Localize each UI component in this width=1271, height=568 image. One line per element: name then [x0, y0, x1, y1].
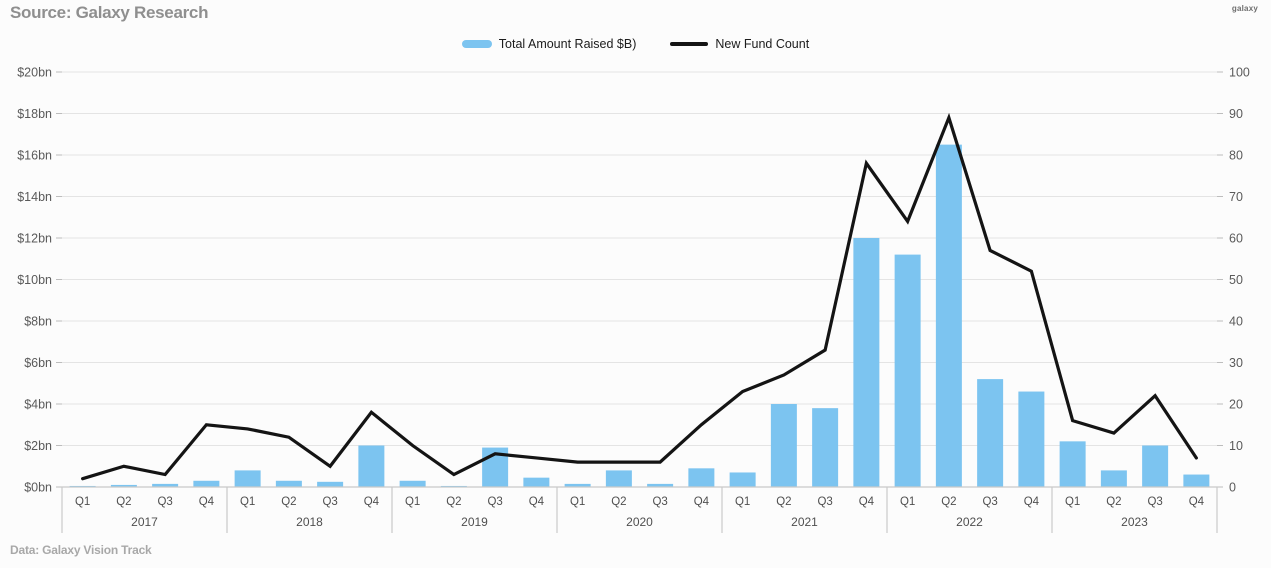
- left-axis-tick-label: $0bn: [24, 481, 52, 495]
- quarter-label: Q2: [1106, 496, 1121, 508]
- quarter-label: Q3: [652, 496, 667, 508]
- right-axis-tick-label: 70: [1229, 190, 1243, 204]
- quarter-label: Q2: [116, 496, 131, 508]
- quarter-label: Q1: [1065, 496, 1080, 508]
- left-axis-tick-label: $2bn: [24, 439, 52, 453]
- bar-2022-q3: [977, 379, 1004, 487]
- quarter-label: Q3: [157, 496, 172, 508]
- quarter-label: Q4: [1024, 496, 1040, 508]
- quarter-label: Q4: [859, 496, 875, 508]
- quarter-label: Q2: [776, 496, 791, 508]
- bar-2018-q2: [275, 480, 302, 487]
- bar-2020-q2: [605, 470, 632, 487]
- bar-2022-q1: [894, 254, 921, 487]
- quarter-label: Q1: [735, 496, 750, 508]
- bar-2020-q3: [647, 483, 674, 487]
- bar-2023-q3: [1142, 445, 1169, 487]
- fund-count-line: [81, 112, 1198, 481]
- bar-legend-swatch: [461, 40, 492, 48]
- bar-2019-q4: [523, 477, 550, 487]
- right-axis-tick-label: 0: [1229, 481, 1236, 495]
- bar-2019-q1: [399, 480, 426, 487]
- year-label: 2022: [956, 515, 983, 529]
- quarter-label: Q4: [199, 496, 215, 508]
- quarter-label: Q1: [75, 496, 90, 508]
- left-axis-tick-label: $8bn: [24, 315, 52, 329]
- bar-2018-q3: [317, 481, 344, 487]
- left-axis-tick-label: $6bn: [24, 356, 52, 370]
- left-axis-tick-label: $18bn: [17, 107, 52, 121]
- year-label: 2017: [131, 515, 158, 529]
- quarter-label: Q3: [487, 496, 502, 508]
- quarter-label: Q1: [570, 496, 585, 508]
- right-axis-tick-label: 30: [1229, 356, 1243, 370]
- right-axis-tick-label: 60: [1229, 232, 1243, 246]
- right-axis-tick-label: 10: [1229, 439, 1243, 453]
- galaxy-logo: galaxy: [1231, 4, 1258, 13]
- year-label: 2023: [1121, 515, 1148, 529]
- bar-2021-q4: [853, 238, 880, 487]
- left-axis-tick-label: $4bn: [24, 398, 52, 412]
- quarter-label: Q3: [1147, 496, 1162, 508]
- quarter-label: Q2: [281, 496, 296, 508]
- legend-label: Total Amount Raised $B): [498, 37, 637, 51]
- right-axis-tick-label: 90: [1229, 107, 1243, 121]
- data-source-label: Data: Galaxy Vision Track: [10, 543, 152, 557]
- right-axis-tick-label: 40: [1229, 315, 1243, 329]
- right-axis-tick-label: 80: [1229, 149, 1243, 163]
- bar-2018-q4: [358, 445, 385, 487]
- bar-2017-q3: [152, 483, 179, 487]
- quarter-label: Q2: [941, 496, 956, 508]
- legend-label: New Fund Count: [715, 37, 810, 51]
- quarter-label: Q2: [446, 496, 461, 508]
- bar-2023-q2: [1100, 470, 1127, 487]
- line-legend-swatch: [670, 42, 709, 46]
- quarter-label: Q2: [611, 496, 626, 508]
- year-label: 2019: [461, 515, 488, 529]
- quarter-label: Q1: [405, 496, 420, 508]
- quarter-label: Q4: [694, 496, 710, 508]
- bar-2020-q1: [564, 483, 591, 487]
- bar-2023-q1: [1059, 441, 1086, 487]
- bar-2022-q2: [935, 144, 962, 487]
- left-axis-tick-label: $14bn: [17, 190, 52, 204]
- left-axis-tick-label: $16bn: [17, 149, 52, 163]
- quarter-label: Q4: [364, 496, 380, 508]
- year-label: 2018: [296, 515, 323, 529]
- left-axis-tick-label: $12bn: [17, 232, 52, 246]
- year-label: 2020: [626, 515, 653, 529]
- quarter-label: Q4: [529, 496, 545, 508]
- source-label: Source: Galaxy Research: [10, 3, 209, 22]
- bar-2021-q1: [729, 472, 756, 487]
- right-axis-tick-label: 100: [1229, 66, 1250, 80]
- legend-item-fund-count: New Fund Count: [670, 37, 809, 51]
- bar-2017-q2: [110, 484, 137, 487]
- bar-2020-q4: [688, 468, 715, 487]
- year-label: 2021: [791, 515, 818, 529]
- bar-2021-q3: [812, 408, 839, 487]
- left-axis-tick-label: $10bn: [17, 273, 52, 287]
- bar-2017-q4: [193, 480, 220, 487]
- bar-2022-q4: [1018, 391, 1045, 487]
- bar-2018-q1: [234, 470, 261, 487]
- quarter-label: Q1: [240, 496, 255, 508]
- quarter-label: Q3: [322, 496, 337, 508]
- quarter-label: Q3: [817, 496, 832, 508]
- bar-2023-q4: [1183, 474, 1210, 487]
- right-axis-tick-label: 50: [1229, 273, 1243, 287]
- bar-2021-q2: [770, 404, 797, 487]
- quarter-label: Q3: [982, 496, 997, 508]
- legend-item-total-raised: Total Amount Raised $B): [461, 37, 637, 51]
- left-axis-tick-label: $20bn: [17, 66, 52, 80]
- chart-legend: Total Amount Raised $B) New Fund Count: [0, 37, 1271, 51]
- right-axis-tick-label: 20: [1229, 398, 1243, 412]
- quarter-label: Q1: [900, 496, 915, 508]
- quarter-label: Q4: [1189, 496, 1205, 508]
